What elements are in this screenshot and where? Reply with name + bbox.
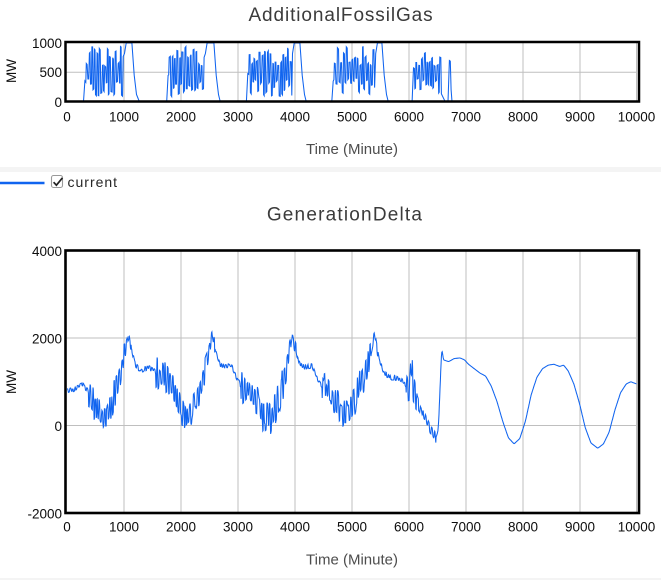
svg-text:6000: 6000 bbox=[394, 110, 424, 125]
svg-text:6000: 6000 bbox=[394, 520, 424, 535]
svg-text:7000: 7000 bbox=[451, 110, 481, 125]
svg-text:2000: 2000 bbox=[166, 110, 196, 125]
svg-text:1000: 1000 bbox=[109, 110, 139, 125]
svg-text:GenerationDelta: GenerationDelta bbox=[267, 205, 423, 226]
svg-text:10000: 10000 bbox=[618, 520, 656, 535]
svg-text:500: 500 bbox=[39, 65, 62, 80]
svg-text:4000: 4000 bbox=[280, 110, 310, 125]
svg-text:-2000: -2000 bbox=[27, 507, 62, 522]
svg-text:Time (Minute): Time (Minute) bbox=[306, 141, 398, 158]
svg-text:5000: 5000 bbox=[337, 110, 367, 125]
svg-text:1000: 1000 bbox=[109, 520, 139, 535]
svg-text:0: 0 bbox=[63, 520, 71, 535]
svg-text:10000: 10000 bbox=[618, 110, 656, 125]
svg-text:5000: 5000 bbox=[337, 520, 367, 535]
svg-text:current: current bbox=[68, 174, 119, 190]
svg-text:2000: 2000 bbox=[32, 332, 62, 347]
svg-text:7000: 7000 bbox=[451, 520, 481, 535]
svg-text:1000: 1000 bbox=[32, 36, 62, 51]
svg-text:3000: 3000 bbox=[223, 520, 253, 535]
svg-text:9000: 9000 bbox=[565, 110, 595, 125]
svg-text:0: 0 bbox=[63, 110, 71, 125]
svg-text:Time (Minute): Time (Minute) bbox=[306, 552, 398, 569]
svg-text:8000: 8000 bbox=[508, 110, 538, 125]
svg-text:4000: 4000 bbox=[280, 520, 310, 535]
svg-text:AdditionalFossilGas: AdditionalFossilGas bbox=[248, 5, 433, 26]
svg-text:9000: 9000 bbox=[565, 520, 595, 535]
svg-text:0: 0 bbox=[54, 95, 62, 110]
svg-text:3000: 3000 bbox=[223, 110, 253, 125]
svg-text:2000: 2000 bbox=[166, 520, 196, 535]
svg-text:MW: MW bbox=[4, 370, 19, 394]
svg-text:0: 0 bbox=[54, 419, 62, 434]
svg-text:MW: MW bbox=[4, 59, 19, 83]
svg-text:4000: 4000 bbox=[32, 244, 62, 259]
svg-text:8000: 8000 bbox=[508, 520, 538, 535]
